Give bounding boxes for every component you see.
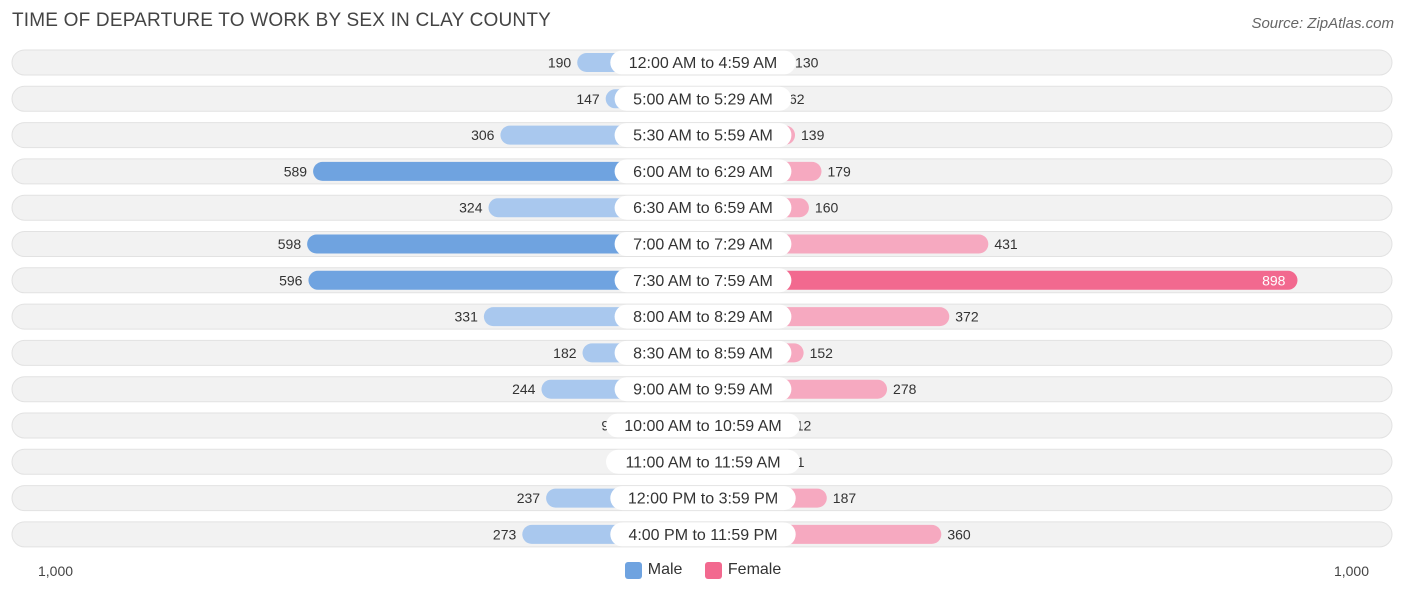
legend-swatch-male [624, 561, 642, 579]
value-male: 306 [471, 127, 495, 143]
category-label-bg [614, 232, 792, 256]
legend-label-female: Female [727, 561, 782, 578]
legend-item-male[interactable]: Male [624, 561, 683, 579]
value-male: 596 [279, 272, 303, 288]
value-female: 372 [955, 309, 979, 325]
value-female: 160 [815, 200, 839, 216]
legend: Male Female [0, 561, 1406, 584]
value-female: 360 [947, 526, 971, 542]
category-label: 12:00 PM to 3:59 PM [628, 491, 778, 508]
chart-area: 190 130 12:00 AM to 4:59 AM 147 62 5:00 AM to… [11, 49, 1393, 548]
value-male: 273 [493, 526, 517, 542]
category-label-bg [610, 522, 796, 547]
category-label-bg [610, 50, 796, 75]
legend-label-male: Male [647, 561, 683, 578]
category-label-bg [606, 449, 800, 474]
value-male: 324 [459, 200, 483, 216]
bar-male [307, 234, 703, 254]
category-label-bg [614, 123, 792, 148]
category-label: 8:00 AM to 8:29 AM [633, 309, 773, 326]
value-female: 187 [833, 490, 857, 506]
value-female: 278 [893, 381, 917, 397]
category-label-bg [614, 304, 792, 329]
value-female: 139 [801, 127, 825, 143]
value-male: 589 [284, 163, 308, 179]
legend-swatch-female [704, 561, 722, 579]
category-label: 8:30 AM to 8:59 AM [633, 345, 773, 362]
category-label: 6:00 AM to 6:29 AM [633, 164, 773, 181]
value-male: 182 [553, 345, 577, 361]
category-label-bg [614, 268, 792, 293]
value-male: 147 [576, 91, 600, 107]
value-male: 598 [278, 236, 302, 252]
source-note: Source: ZipAtlas.com [1251, 15, 1394, 32]
category-label-bg [610, 486, 796, 511]
category-label-bg [614, 377, 792, 402]
bar-male [313, 161, 703, 181]
category-label-bg [614, 340, 792, 365]
value-female: 152 [810, 345, 834, 361]
value-male: 331 [455, 309, 479, 325]
category-label: 11:00 AM to 11:59 AM [625, 454, 780, 471]
category-label: 6:30 AM to 6:59 AM [633, 200, 773, 217]
axis-label-left: 1,000 [38, 563, 74, 579]
category-label: 10:00 AM to 10:59 AM [624, 418, 781, 435]
category-label: 4:00 PM to 11:59 PM [628, 527, 777, 544]
value-female: 130 [795, 55, 819, 71]
value-female: 62 [789, 91, 805, 107]
legend-item-female[interactable]: Female [704, 561, 782, 579]
category-label: 5:00 AM to 5:29 AM [633, 91, 773, 108]
category-label: 9:00 AM to 9:59 AM [633, 382, 773, 399]
value-male: 190 [548, 55, 572, 71]
category-label: 12:00 AM to 4:59 AM [629, 55, 778, 72]
bar-female [703, 270, 1298, 290]
category-label: 7:00 AM to 7:29 AM [633, 237, 773, 254]
category-label-bg [614, 86, 792, 111]
bar-male [308, 270, 703, 290]
category-label-bg [614, 195, 792, 220]
value-female: 898 [1262, 272, 1286, 288]
value-male: 237 [517, 490, 541, 506]
value-female: 431 [994, 236, 1018, 252]
category-label-bg [606, 413, 800, 438]
value-male: 244 [512, 381, 536, 397]
category-label: 7:30 AM to 7:59 AM [633, 273, 773, 290]
category-label-bg [614, 159, 792, 184]
category-label: 5:30 AM to 5:59 AM [633, 128, 773, 145]
axis-label-right: 1,000 [1333, 563, 1369, 579]
value-female: 179 [827, 163, 851, 179]
chart-title: TIME OF DEPARTURE TO WORK BY SEX IN CLAY… [12, 10, 552, 31]
